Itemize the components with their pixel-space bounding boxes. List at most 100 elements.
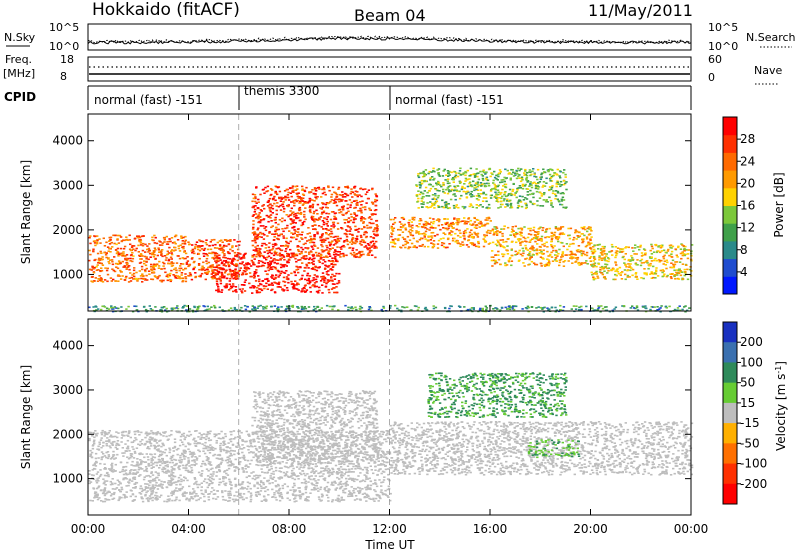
colorbar-swatch — [723, 187, 737, 206]
colorbar-swatch — [723, 117, 737, 136]
power-region-7 — [590, 243, 694, 281]
colorbar-swatch — [723, 276, 737, 295]
power-panel: 1000 2000 3000 4000 Slant Range [km] 4 8 12 16… — [19, 113, 786, 313]
colorbar-tick-20: 20 — [740, 176, 755, 190]
y-tick-label-4000: 4000 — [52, 134, 83, 148]
cpid-segment-3: normal (fast) -151 — [395, 93, 504, 107]
noise-sky-trace — [87, 36, 692, 45]
nave-tick-low: 0 — [708, 71, 715, 84]
velocity-colorbar-label: Velocity [m s-1] — [774, 361, 788, 451]
colorbar-tick--200: -200 — [740, 477, 767, 491]
power-region-4 — [251, 185, 379, 259]
power-colorbar-label: Power [dB] — [772, 172, 786, 237]
velocity-y-axis: 1000 2000 3000 4000 — [52, 319, 692, 515]
noise-panel: N.Sky 10^5 10^0 10^5 10^0 N.Search — [4, 21, 796, 53]
freq-panel: Freq. [MHz] 18 8 60 0 Nave — [3, 53, 782, 85]
nave-tick-high: 60 — [708, 53, 722, 66]
velocity-region-2 — [251, 390, 380, 463]
colorbar-tick-4: 4 — [740, 265, 748, 279]
velocity-region-4 — [427, 372, 568, 419]
y-tick-label-1000: 1000 — [52, 267, 83, 281]
colorbar-swatch — [723, 443, 737, 465]
colorbar-tick-16: 16 — [740, 199, 755, 213]
velocity-colorbar: 200 100 50 15 -15 -50 -100 -200 — [722, 321, 767, 505]
y-tick-label-3000: 3000 — [52, 383, 83, 397]
noise-right-label: N.Search — [746, 31, 796, 44]
noise-tick-low-left: 10^0 — [49, 40, 79, 53]
colorbar-tick-28: 28 — [740, 132, 755, 146]
cpid-segment-2: themis 3300 — [244, 84, 319, 98]
colorbar-tick-200: 200 — [740, 335, 763, 349]
date-title: 11/May/2011 — [588, 1, 693, 20]
colorbar-swatch — [723, 258, 737, 277]
y-tick-label-4000: 4000 — [52, 339, 83, 353]
colorbar-swatch — [723, 134, 737, 153]
noise-tick-low-right: 10^0 — [708, 40, 738, 53]
power-region-1 — [88, 234, 191, 283]
colorbar-swatch — [723, 483, 737, 505]
freq-tick-high: 18 — [60, 53, 74, 66]
colorbar-swatch — [723, 342, 737, 363]
station-title: Hokkaido (fitACF) — [92, 0, 240, 20]
noise-tick-high-left: 10^5 — [49, 21, 79, 34]
power-region-3 — [213, 252, 341, 294]
cpid-row: CPID normal (fast) -151 themis 3300 norm… — [4, 84, 692, 110]
power-y-axis: 1000 2000 3000 4000 — [52, 114, 692, 311]
freq-label: Freq. — [5, 53, 32, 66]
noise-tick-high-right: 10^5 — [708, 21, 738, 34]
colorbar-swatch — [723, 382, 737, 404]
velocity-region-1 — [88, 429, 392, 503]
colorbar-swatch — [723, 240, 737, 260]
power-region-6 — [490, 225, 593, 267]
velocity-panel: 1000 2000 3000 4000 Slant Range [km] 200 100… — [19, 318, 788, 516]
nave-label: Nave — [754, 64, 782, 77]
x-tick-label-2: 08:00 — [272, 522, 307, 536]
noise-left-label: N.Sky — [4, 31, 36, 44]
noise-search-trace — [87, 35, 692, 44]
colorbar-tick--15: -15 — [740, 416, 760, 430]
colorbar-swatch — [723, 152, 737, 171]
x-tick-label-5: 20:00 — [573, 522, 608, 536]
y-tick-label-2000: 2000 — [52, 427, 83, 441]
colorbar-swatch — [723, 423, 737, 444]
velocity-region-5 — [527, 439, 581, 459]
cpid-label: CPID — [4, 90, 36, 104]
power-region-8 — [415, 167, 568, 210]
power-colorbar: 4 8 12 16 20 24 28 — [722, 116, 755, 295]
velocity-region-3 — [389, 421, 694, 476]
colorbar-tick--100: -100 — [740, 457, 767, 471]
colorbar-swatch — [723, 170, 737, 189]
velocity-ylabel: Slant Range [km] — [19, 365, 33, 469]
freq-tick-low: 8 — [60, 70, 67, 83]
colorbar-swatch — [723, 223, 737, 242]
colorbar-swatch — [723, 362, 737, 384]
time-x-axis: 00:00 04:00 08:00 12:00 16:00 20:00 00:00 — [71, 522, 709, 536]
y-tick-label-2000: 2000 — [52, 223, 83, 237]
colorbar-tick-24: 24 — [740, 154, 755, 168]
beam-title: Beam 04 — [354, 6, 426, 25]
colorbar-tick--50: -50 — [740, 436, 760, 450]
colorbar-swatch — [723, 463, 737, 485]
colorbar-tick-15: 15 — [740, 396, 755, 410]
colorbar-swatch — [723, 322, 737, 343]
power-region-5 — [389, 216, 492, 250]
x-tick-label-6: 00:00 — [674, 522, 709, 536]
time-xlabel: Time UT — [364, 538, 415, 552]
y-tick-label-1000: 1000 — [52, 472, 83, 486]
x-tick-label-0: 00:00 — [71, 522, 106, 536]
cpid-segment-1: normal (fast) -151 — [94, 93, 203, 107]
x-tick-label-3: 12:00 — [372, 522, 407, 536]
power-ylabel: Slant Range [km] — [19, 160, 33, 264]
x-tick-label-1: 04:00 — [171, 522, 206, 536]
colorbar-swatch — [723, 402, 737, 424]
y-tick-label-3000: 3000 — [52, 178, 83, 192]
colorbar-tick-50: 50 — [740, 376, 755, 390]
colorbar-tick-100: 100 — [740, 355, 763, 369]
colorbar-tick-8: 8 — [740, 243, 748, 257]
power-data-marks — [88, 114, 694, 313]
colorbar-swatch — [723, 205, 737, 224]
colorbar-tick-12: 12 — [740, 221, 755, 235]
freq-unit-label: [MHz] — [3, 67, 35, 80]
x-tick-label-4: 16:00 — [473, 522, 508, 536]
